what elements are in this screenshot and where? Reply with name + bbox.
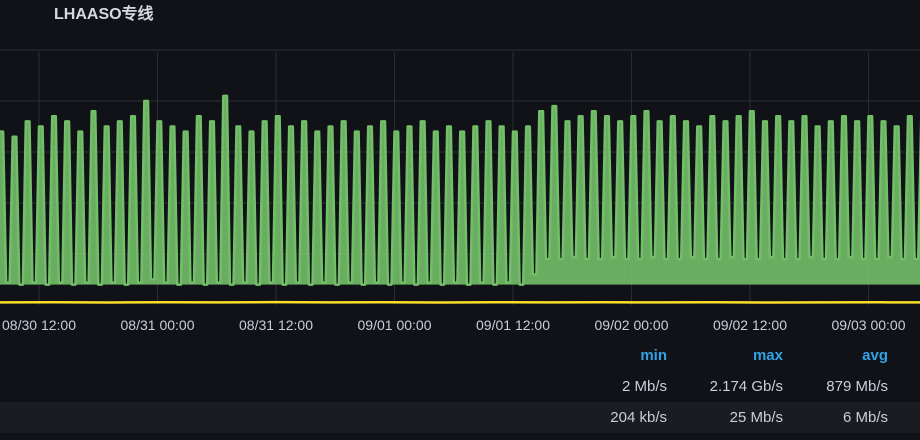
x-tick-label: 09/01 12:00 [476, 317, 550, 333]
series-line-green [0, 94, 920, 286]
legend-table: min max avg 2 Mb/s 2.174 Gb/s 879 Mb/s 2… [0, 340, 920, 433]
x-tick-label: 09/01 00:00 [358, 317, 432, 333]
legend-row[interactable]: 204 kb/s 25 Mb/s 6 Mb/s [0, 402, 920, 433]
legend-header-avg[interactable]: avg [862, 347, 888, 364]
legend-header-max[interactable]: max [752, 347, 783, 364]
legend-max: 25 Mb/s [729, 409, 783, 426]
x-tick-label: 08/30 12:00 [2, 317, 76, 333]
panel-title[interactable]: LHAASO专线 [54, 6, 154, 23]
legend-avg: 879 Mb/s [826, 378, 888, 395]
x-tick-label: 09/02 12:00 [713, 317, 787, 333]
legend-header-min[interactable]: min [640, 347, 667, 364]
legend-min: 204 kb/s [610, 409, 667, 426]
x-tick-label: 08/31 12:00 [239, 317, 313, 333]
time-series-plot[interactable]: 08/30 12:00 08/31 00:00 08/31 12:00 09/01 0… [0, 0, 920, 340]
x-tick-label: 08/31 00:00 [121, 317, 195, 333]
legend-avg: 6 Mb/s [842, 409, 888, 426]
legend-min: 2 Mb/s [621, 378, 667, 395]
x-tick-label: 09/03 00:00 [832, 317, 906, 333]
x-tick-label: 09/02 00:00 [595, 317, 669, 333]
legend-header: min max avg [0, 340, 920, 371]
legend-max: 2.174 Gb/s [709, 378, 783, 395]
legend-row[interactable]: 2 Mb/s 2.174 Gb/s 879 Mb/s [0, 371, 920, 402]
